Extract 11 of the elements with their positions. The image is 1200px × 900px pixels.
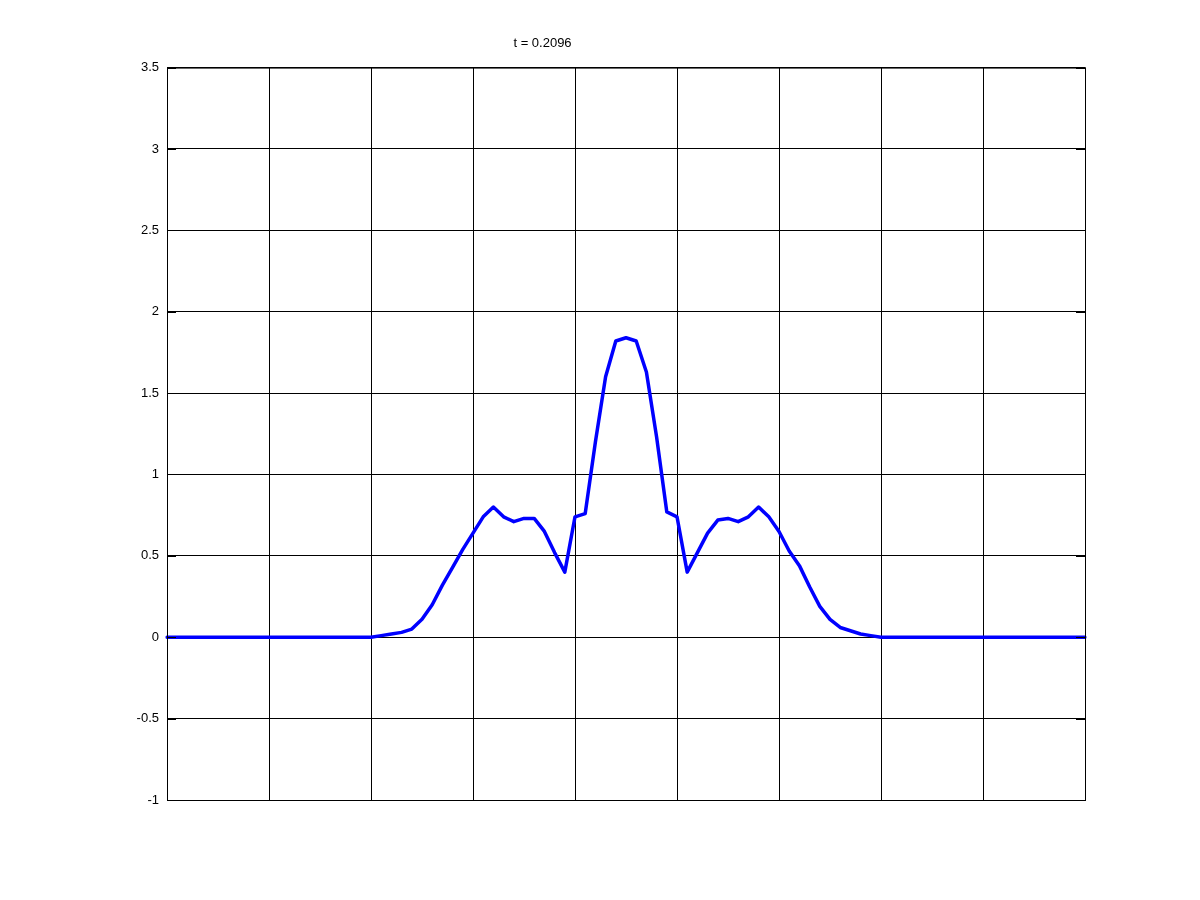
y-tick-label: 2.5 [140,221,159,237]
y-tick-label: 0 [151,628,159,644]
y-tick-label: 3 [151,140,159,156]
y-tick-label: 1.5 [140,384,159,400]
y-tick-label: 0.5 [140,547,159,563]
y-tick-label: 1 [151,466,159,482]
y-tick-label: 2 [151,303,159,319]
y-tick-label: -0.5 [136,710,159,726]
y-tick-label: 3.5 [140,59,159,75]
y-tick-label: -1 [147,791,159,807]
chart-title: t = 0.2096 [513,35,572,51]
